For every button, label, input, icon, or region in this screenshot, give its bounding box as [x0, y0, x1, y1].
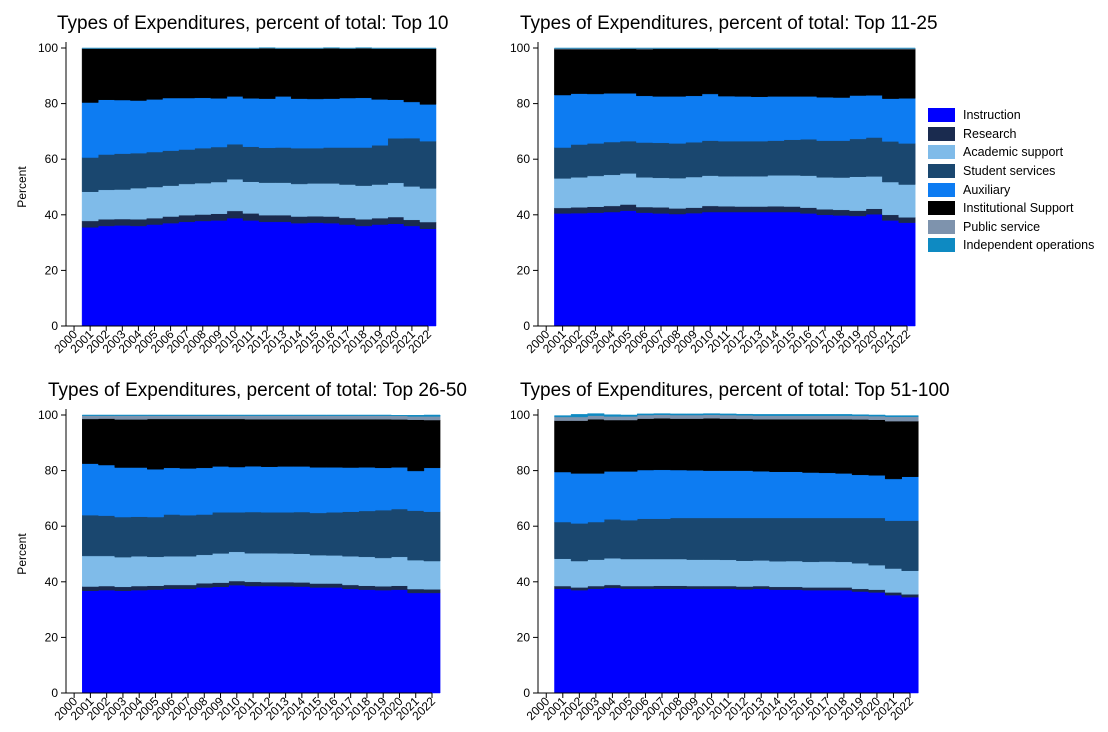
legend-item-institutional-support: Institutional Support [928, 199, 1094, 218]
legend-swatch-public-service [928, 219, 955, 234]
chart-title: Types of Expenditures, percent of total:… [520, 380, 950, 401]
area-institutional-support [554, 418, 919, 480]
legend-swatch-institutional-support [928, 201, 955, 216]
y-tick-label: 0 [51, 319, 58, 333]
y-tick-label: 40 [45, 575, 59, 589]
y-tick-label: 100 [38, 408, 58, 422]
legend-label-public-service: Public service [963, 219, 1041, 234]
y-tick-label: 20 [517, 630, 531, 644]
legend-item-research: Research [928, 125, 1094, 144]
area-institutional-support [554, 48, 916, 99]
y-tick-label: 60 [517, 519, 531, 533]
area-independent-operations [81, 47, 437, 49]
area-institutional-support [82, 418, 441, 472]
chart-panel-3: Types of Expenditures, percent of total:… [15, 380, 467, 723]
chart-title: Types of Expenditures, percent of total:… [520, 13, 938, 34]
legend-item-academic-support: Academic support [928, 143, 1094, 162]
legend-item-student-services: Student services [928, 162, 1094, 181]
legend-label-student-services: Student services [963, 164, 1056, 179]
chart-title: Types of Expenditures, percent of total:… [48, 380, 467, 401]
y-tick-label: 60 [45, 519, 59, 533]
legend-swatch-research [928, 126, 955, 141]
area-public-service [82, 415, 441, 421]
y-tick-label: 40 [45, 208, 59, 222]
y-tick-label: 60 [45, 152, 59, 166]
chart-panel-2: Types of Expenditures, percent of total:… [510, 13, 938, 356]
area-institutional-support [81, 48, 437, 105]
legend-item-independent-operations: Independent operations [928, 236, 1094, 255]
y-tick-label: 20 [45, 630, 59, 644]
area-instruction [554, 210, 916, 327]
y-tick-label: 0 [523, 686, 530, 700]
legend-label-academic-support: Academic support [963, 145, 1064, 160]
area-independent-operations [554, 413, 919, 418]
legend-swatch-academic-support [928, 145, 955, 160]
legend-swatch-instruction [928, 108, 955, 123]
y-tick-label: 100 [510, 408, 530, 422]
legend-swatch-independent-operations [928, 238, 955, 253]
y-tick-label: 80 [45, 464, 59, 478]
legend-label-institutional-support: Institutional Support [963, 201, 1074, 216]
chart-panel-1: Types of Expenditures, percent of total:… [15, 13, 449, 356]
legend-swatch-student-services [928, 164, 955, 179]
area-independent-operations [82, 414, 441, 417]
y-tick-label: 80 [45, 97, 59, 111]
legend-item-public-service: Public service [928, 218, 1094, 237]
legend-item-auxiliary: Auxiliary [928, 180, 1094, 199]
y-tick-label: 0 [523, 319, 530, 333]
y-tick-label: 20 [45, 263, 59, 277]
area-auxiliary [82, 463, 441, 518]
y-tick-label: 60 [517, 152, 531, 166]
y-tick-label: 80 [517, 464, 531, 478]
legend: Instruction Research Academic support St… [928, 106, 1094, 255]
y-tick-label: 0 [51, 686, 58, 700]
legend-swatch-auxiliary [928, 182, 955, 197]
y-tick-label: 20 [517, 263, 531, 277]
chart-title: Types of Expenditures, percent of total:… [57, 13, 449, 34]
legend-label-research: Research [963, 126, 1017, 141]
area-instruction [554, 587, 919, 694]
area-instruction [82, 584, 441, 694]
area-auxiliary [554, 469, 919, 524]
y-tick-label: 40 [517, 208, 531, 222]
y-tick-label: 80 [517, 97, 531, 111]
legend-label-independent-operations: Independent operations [963, 238, 1095, 253]
legend-label-instruction: Instruction [963, 108, 1021, 123]
y-tick-label: 40 [517, 575, 531, 589]
y-axis-label: Percent [15, 533, 29, 575]
legend-item-instruction: Instruction [928, 106, 1094, 125]
y-tick-label: 100 [510, 41, 530, 55]
y-axis-label: Percent [15, 166, 29, 208]
legend-label-auxiliary: Auxiliary [963, 182, 1011, 197]
y-tick-label: 100 [38, 41, 58, 55]
area-instruction [81, 217, 437, 327]
chart-panel-4: Types of Expenditures, percent of total:… [510, 380, 950, 723]
